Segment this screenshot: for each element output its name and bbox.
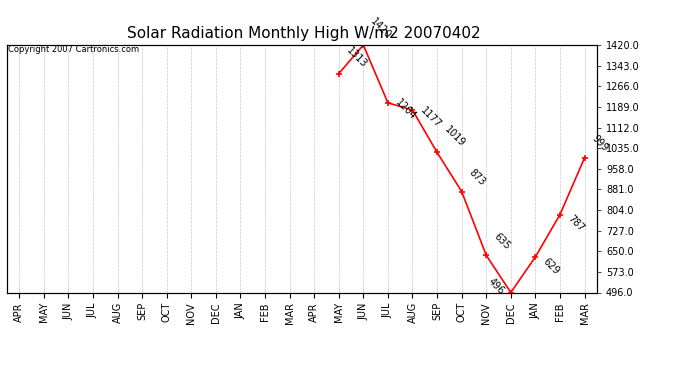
Text: 1420: 1420 [369, 16, 393, 41]
Text: 999: 999 [590, 134, 610, 154]
Text: 873: 873 [467, 167, 487, 188]
Text: 629: 629 [541, 256, 561, 276]
Text: 496: 496 [486, 277, 506, 297]
Text: 635: 635 [492, 231, 512, 251]
Text: 1177: 1177 [418, 105, 442, 129]
Text: 1204: 1204 [393, 98, 418, 122]
Text: 1313: 1313 [344, 45, 368, 69]
Text: Copyright 2007 Cartronics.com: Copyright 2007 Cartronics.com [8, 45, 139, 54]
Text: Solar Radiation Monthly High W/m2 20070402: Solar Radiation Monthly High W/m2 200704… [127, 26, 480, 41]
Text: 787: 787 [566, 214, 586, 234]
Text: 1019: 1019 [442, 124, 467, 148]
